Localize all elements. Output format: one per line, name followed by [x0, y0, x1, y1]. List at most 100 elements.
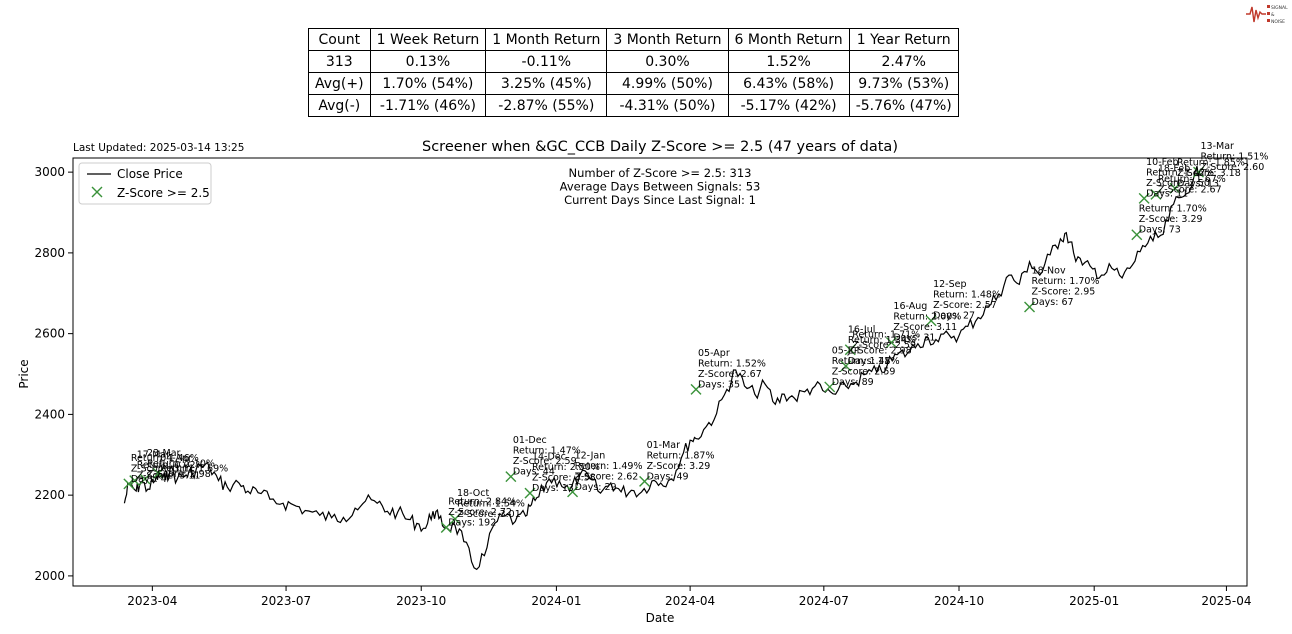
- signal-marker: [524, 487, 536, 499]
- close-price-line: [123, 165, 1201, 571]
- info-line: Current Days Since Last Signal: 1: [564, 193, 756, 207]
- signal-annotation-line: 17-Mar: [137, 450, 171, 461]
- signal-annotation-line: Days: 13: [1177, 178, 1219, 189]
- info-line: Average Days Between Signals: 53: [560, 180, 761, 194]
- table-cell: -4.31% (50%): [606, 94, 729, 117]
- signal-annotation-line: Days: 4: [131, 474, 167, 485]
- signal-marker: [505, 471, 517, 483]
- signal-annotation-line: 18-Oct: [457, 488, 489, 499]
- table-cell: -2.87% (55%): [485, 94, 608, 117]
- signal-marker: [844, 344, 856, 356]
- signal-annotation-line: Return: 1.48%: [933, 290, 1001, 301]
- signal-annotation-line: Days: 13: [532, 483, 574, 494]
- y-tick-label: 3000: [34, 165, 65, 179]
- signal-marker: [639, 475, 651, 487]
- table-header-row: Count 1 Week Return 1 Month Return 3 Month …: [308, 28, 959, 51]
- signal-annotation-line: 05-Jul: [832, 345, 860, 356]
- x-tick-label: 2024-07: [799, 594, 849, 608]
- signal-annotation-line: Days: 29: [575, 482, 617, 493]
- signal-annotation-line: Days: 44: [513, 467, 555, 478]
- signal-annotation-line: Return: 1.34%: [848, 335, 916, 346]
- y-tick-label: 2800: [34, 246, 65, 260]
- signal-annotation-line: 23-Mar: [147, 448, 181, 459]
- stats-table: Count 1 Week Return 1 Month Return 3 Month …: [308, 28, 959, 117]
- signal-marker: [1024, 301, 1036, 313]
- signal-marker: [690, 383, 702, 395]
- signal-annotation-line: Z-Score: 3.29: [647, 461, 711, 472]
- x-tick-label: 2024-01: [531, 594, 581, 608]
- table-row: 313 0.13% -0.11% 0.30% 1.52% 2.47%: [308, 50, 959, 73]
- signal-annotation-line: Days: 35: [698, 379, 740, 390]
- table-header-cell: Count: [308, 28, 371, 51]
- y-tick-label: 2200: [34, 488, 65, 502]
- signal-annotation-line: Return: 1.67%: [1158, 174, 1226, 185]
- y-axis: 2000 2200 2400 2600 2800 3000: [34, 165, 73, 583]
- y-tick-label: 2600: [34, 327, 65, 341]
- signal-marker: [824, 381, 836, 393]
- signal-annotation-line: Days: 73: [1139, 225, 1181, 236]
- signal-annotation-line: Z-Score: 2.72: [448, 507, 512, 518]
- logo-waveform-icon: [1246, 6, 1266, 23]
- table-header-cell: 1 Year Return: [848, 28, 959, 51]
- x-axis-label: Date: [646, 611, 675, 625]
- signal-annotation-line: Return: 1.52%: [698, 358, 766, 369]
- x-tick-label: 2024-10: [934, 594, 984, 608]
- signal-annotation-line: Z-Score: 2.95: [1032, 286, 1096, 297]
- x-tick-label: 2023-10: [396, 594, 446, 608]
- signal-marker: [1193, 166, 1205, 178]
- x-axis: 2023-04 2023-07 2023-10 2024-01 2024-04 2024-…: [127, 586, 1251, 608]
- signal-annotation-line: Days: 31: [893, 333, 935, 344]
- last-updated: Last Updated: 2025-03-14 13:25: [73, 142, 244, 154]
- table-header-cell: 6 Month Return: [727, 28, 850, 51]
- signal-annotation-line: Return: 2.84%: [448, 496, 516, 507]
- signal-marker: [139, 473, 151, 485]
- signal-marker: [1169, 182, 1181, 194]
- signal-annotation-line: Return: 2.10%: [147, 459, 215, 470]
- table-cell: Avg(+): [308, 72, 371, 95]
- y-tick-label: 2400: [34, 407, 65, 421]
- signal-annotation-line: Return: 1.46%: [131, 453, 199, 464]
- signal-annotation-line: Z-Score: 2.57: [933, 300, 997, 311]
- table-cell: 6.43% (58%): [727, 72, 850, 95]
- logo-text-1: SIGNAL: [1271, 5, 1288, 11]
- chart-title: Screener when &GC_CCB Daily Z-Score >= 2…: [422, 139, 898, 155]
- signal-annotation-line: Days: 11: [848, 356, 890, 367]
- y-axis-label: Price: [17, 359, 31, 388]
- signal-annotation-line: Z-Score: 2.67: [698, 369, 762, 380]
- x-tick-label: 2023-04: [127, 594, 177, 608]
- signal-annotation-line: 16-Jul: [848, 324, 876, 335]
- signal-annotation-line: 05-Apr: [698, 348, 730, 359]
- signal-annotation-line: Return: 1.71%: [852, 329, 920, 340]
- table-row: Avg(-) -1.71% (46%) -2.87% (55%) -4.31% (50…: [308, 94, 959, 117]
- signal-annotation-line: Z-Score: 2.59: [513, 456, 577, 467]
- signal-annotation-line: 18-Feb: [1158, 163, 1190, 174]
- signal-annotation-line: Return: 1.42%: [1146, 167, 1214, 178]
- signal-marker: [885, 337, 897, 349]
- signal-annotation-line: Return: 1.49%: [575, 461, 643, 472]
- signal-annotation-line: Days: 11: [1146, 188, 1188, 199]
- x-tick-label: 2025-04: [1201, 594, 1251, 608]
- signal-annotation-line: Z-Score: 3.18: [1177, 168, 1241, 179]
- legend-marker-swatch: [91, 186, 103, 198]
- signal-marker: [440, 521, 452, 533]
- signal-annotation-line: Days: 49: [647, 471, 689, 482]
- signal-annotation-line: Return: 1.70%: [1032, 276, 1100, 287]
- legend-entry-close-price: Close Price: [117, 167, 183, 181]
- signal-annotation-line: Z-Score: 2.98: [848, 345, 912, 356]
- signal-annotation-line: 01-Dec: [513, 435, 547, 446]
- signal-annotation-line: Days: 67: [1032, 297, 1074, 308]
- signal-annotation-line: Z-Score: 2.62: [575, 471, 639, 482]
- table-cell: -1.71% (46%): [369, 94, 487, 117]
- legend: Close Price Z-Score >= 2.5: [78, 162, 212, 205]
- y-tick-label: 2000: [34, 569, 65, 583]
- legend-entry-zscore: Z-Score >= 2.5: [117, 186, 210, 200]
- signal-marker: [1150, 188, 1162, 200]
- signal-marker: [129, 475, 141, 487]
- signal-annotation-line: Z-Score: 2.59: [832, 366, 896, 377]
- signal-annotation-line: Z-Score: 3.11: [137, 471, 201, 482]
- signal-annotation-line: Z-Score: 2.67: [1158, 184, 1222, 195]
- signal-marker: [1131, 229, 1143, 241]
- signal-annotation-line: Z-Score: 2.50: [1146, 178, 1210, 189]
- signal-annotation-line: 01-Mar: [647, 440, 681, 451]
